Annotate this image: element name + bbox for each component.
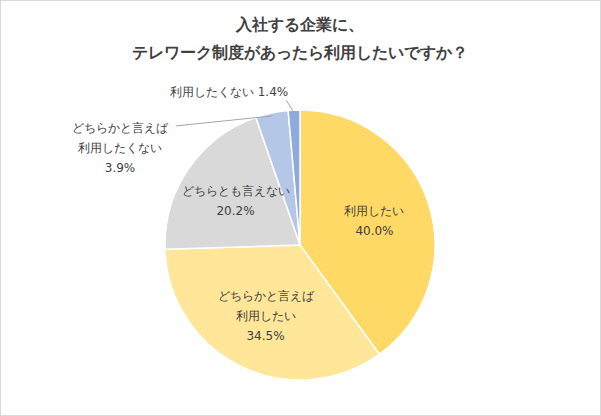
leader-line bbox=[286, 100, 294, 113]
data-label: どちらとも言えない20.2% bbox=[182, 184, 290, 218]
slices bbox=[165, 110, 435, 380]
chart-border bbox=[1, 1, 601, 416]
chart-container: 入社する企業に、テレワーク制度があったら利用したいですか？ 利用したい40.0% ど… bbox=[0, 0, 601, 416]
leader-line bbox=[176, 116, 272, 126]
data-label: 利用したくない1.4% bbox=[170, 85, 289, 99]
data-label: 利用したい40.0% bbox=[344, 204, 404, 238]
pie-slice bbox=[288, 110, 300, 245]
chart-title: 入社する企業に、テレワーク制度があったら利用したいですか？ bbox=[132, 15, 468, 62]
pie-slice bbox=[165, 245, 379, 380]
data-labels: 利用したい40.0% どちらかと言えば利用したい34.5% どちらとも言えない20.… bbox=[72, 85, 404, 342]
pie-slice bbox=[256, 111, 300, 245]
data-label: どちらかと言えば利用したくない3.9% bbox=[72, 121, 169, 175]
data-label: どちらかと言えば利用したい34.5% bbox=[218, 289, 315, 343]
chart: 入社する企業に、テレワーク制度があったら利用したいですか？ 利用したい40.0% ど… bbox=[0, 0, 601, 416]
